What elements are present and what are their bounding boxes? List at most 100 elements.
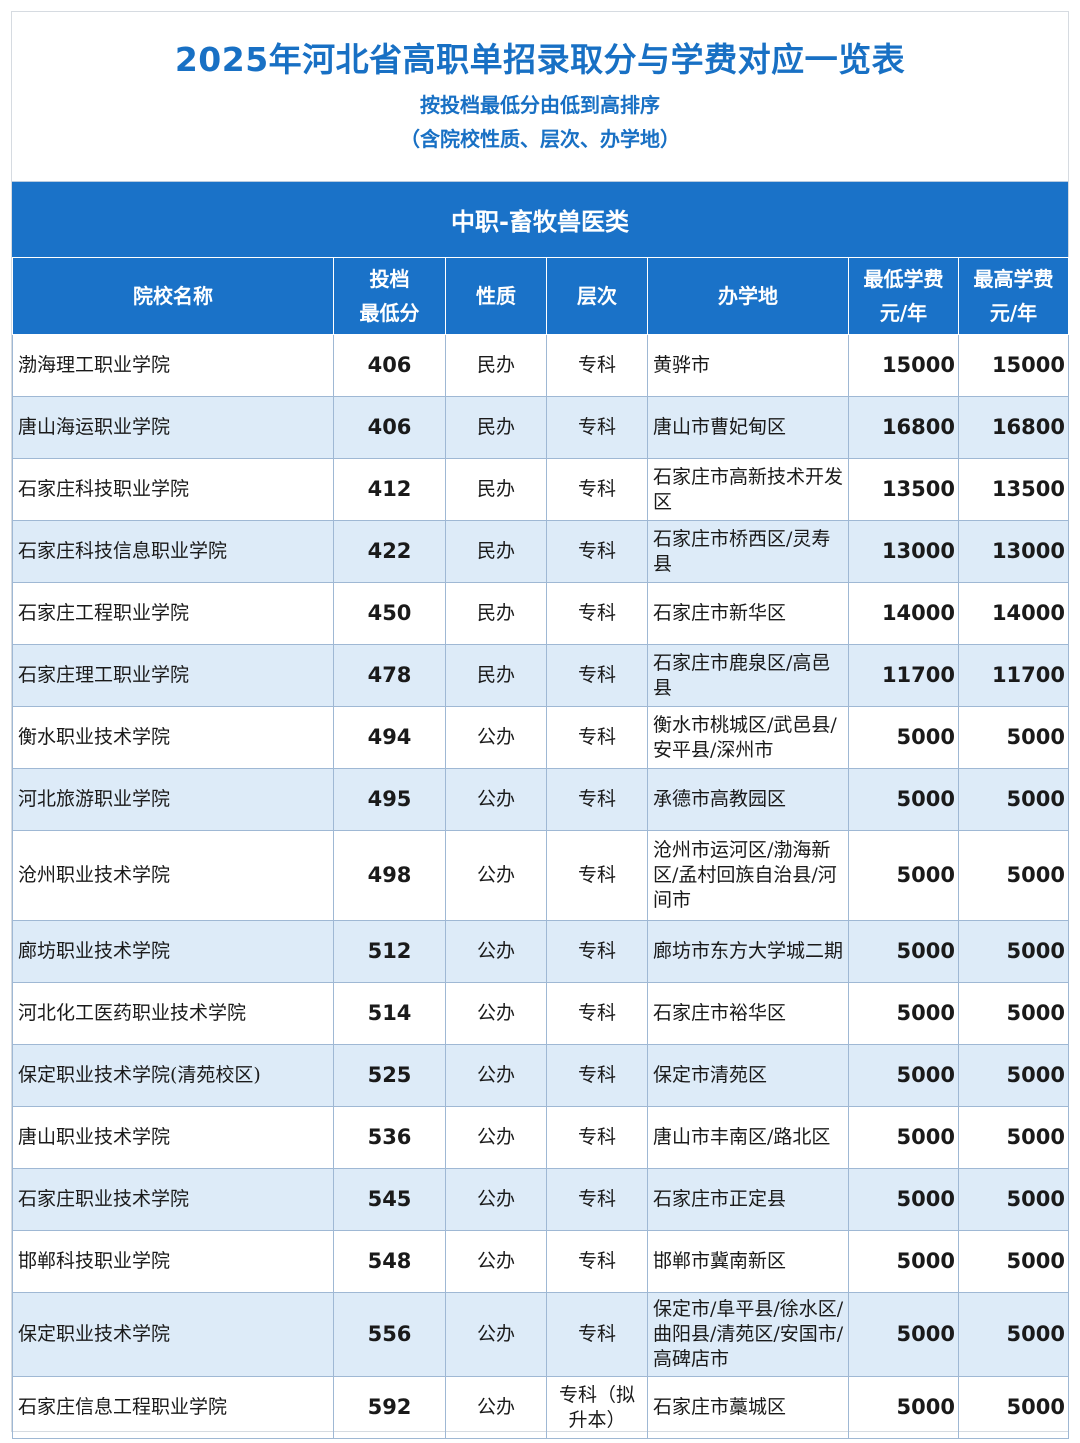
admission-table: 院校名称 投档 最低分 性质 层次 办学地 最低学费 元/年 最高学费 元/年 … — [12, 257, 1069, 1439]
cell-level: 专科 — [546, 644, 648, 707]
cell-nature: 民办 — [445, 334, 547, 397]
cell-level: 专科（拟升本） — [546, 1376, 648, 1439]
col-header-max-fee-line2: 元/年 — [989, 301, 1038, 325]
cell-location: 保定市清苑区 — [647, 1044, 849, 1107]
cell-min-fee: 15000 — [848, 334, 959, 397]
cell-min-fee: 5000 — [848, 768, 959, 831]
table-row: 石家庄职业技术学院 545 公办 专科 石家庄市正定县 5000 5000 — [12, 1168, 1069, 1231]
cell-school-name: 石家庄职业技术学院 — [12, 1168, 334, 1231]
cell-level: 专科 — [546, 1044, 648, 1107]
cell-min-fee: 5000 — [848, 1168, 959, 1231]
cell-nature: 公办 — [445, 768, 547, 831]
cell-max-fee: 5000 — [958, 1376, 1069, 1439]
cell-nature: 民办 — [445, 582, 547, 645]
admission-sheet: 2025年河北省高职单招录取分与学费对应一览表 按投档最低分由低到高排序 （含院… — [11, 11, 1069, 1439]
cell-min-score: 548 — [333, 1230, 446, 1293]
col-header-min-fee-line1: 最低学费 — [863, 267, 944, 291]
cell-min-score: 495 — [333, 768, 446, 831]
col-header-min-fee: 最低学费 元/年 — [848, 257, 959, 335]
cell-location: 衡水市桃城区/武邑县/安平县/深州市 — [647, 706, 849, 769]
cell-max-fee: 5000 — [958, 982, 1069, 1045]
table-row: 保定职业技术学院(清苑校区) 525 公办 专科 保定市清苑区 5000 5000 — [12, 1044, 1069, 1107]
cell-school-name: 保定职业技术学院 — [12, 1292, 334, 1377]
col-header-score-line2: 最低分 — [359, 301, 420, 325]
table-row: 河北化工医药职业技术学院 514 公办 专科 石家庄市裕华区 5000 5000 — [12, 982, 1069, 1045]
cell-min-fee: 5000 — [848, 706, 959, 769]
cell-school-name: 廊坊职业技术学院 — [12, 920, 334, 983]
cell-school-name: 石家庄科技职业学院 — [12, 458, 334, 521]
cell-school-name: 沧州职业技术学院 — [12, 830, 334, 921]
cell-level: 专科 — [546, 582, 648, 645]
cell-min-score: 512 — [333, 920, 446, 983]
table-row: 邯郸科技职业学院 548 公办 专科 邯郸市冀南新区 5000 5000 — [12, 1230, 1069, 1293]
cell-min-score: 412 — [333, 458, 446, 521]
cell-school-name: 唐山海运职业学院 — [12, 396, 334, 459]
cell-location: 石家庄市高新技术开发区 — [647, 458, 849, 521]
table-row: 廊坊职业技术学院 512 公办 专科 廊坊市东方大学城二期 5000 5000 — [12, 920, 1069, 983]
cell-school-name: 渤海理工职业学院 — [12, 334, 334, 397]
cell-min-score: 592 — [333, 1376, 446, 1439]
cell-location: 石家庄市桥西区/灵寿县 — [647, 520, 849, 583]
cell-max-fee: 15000 — [958, 334, 1069, 397]
cell-nature: 公办 — [445, 982, 547, 1045]
cell-level: 专科 — [546, 458, 648, 521]
cell-school-name: 石家庄科技信息职业学院 — [12, 520, 334, 583]
cell-nature: 公办 — [445, 1292, 547, 1377]
cell-min-fee: 5000 — [848, 1376, 959, 1439]
cell-school-name: 保定职业技术学院(清苑校区) — [12, 1044, 334, 1107]
cell-school-name: 河北化工医药职业技术学院 — [12, 982, 334, 1045]
cell-max-fee: 5000 — [958, 830, 1069, 921]
page-subtitle: 按投档最低分由低到高排序 — [420, 93, 660, 117]
cell-location: 石家庄市鹿泉区/高邑县 — [647, 644, 849, 707]
cell-nature: 公办 — [445, 920, 547, 983]
col-header-name: 院校名称 — [12, 257, 334, 335]
col-header-max-fee: 最高学费 元/年 — [958, 257, 1069, 335]
col-header-min-fee-line2: 元/年 — [879, 301, 928, 325]
cell-location: 保定市/阜平县/徐水区/曲阳县/清苑区/安国市/高碑店市 — [647, 1292, 849, 1377]
cell-nature: 公办 — [445, 1168, 547, 1231]
page-title: 2025年河北省高职单招录取分与学费对应一览表 — [174, 40, 906, 79]
cell-max-fee: 13500 — [958, 458, 1069, 521]
table-row: 唐山职业技术学院 536 公办 专科 唐山市丰南区/路北区 5000 5000 — [12, 1106, 1069, 1169]
cell-nature: 公办 — [445, 830, 547, 921]
cell-location: 石家庄市新华区 — [647, 582, 849, 645]
table-row: 石家庄信息工程职业学院 592 公办 专科（拟升本） 石家庄市藁城区 5000 5000 — [12, 1376, 1069, 1439]
cell-min-score: 525 — [333, 1044, 446, 1107]
cell-min-score: 556 — [333, 1292, 446, 1377]
cell-min-score: 406 — [333, 396, 446, 459]
cell-location: 邯郸市冀南新区 — [647, 1230, 849, 1293]
cell-nature: 公办 — [445, 1230, 547, 1293]
col-header-score-line1: 投档 — [369, 267, 410, 291]
cell-max-fee: 14000 — [958, 582, 1069, 645]
cell-location: 沧州市运河区/渤海新区/孟村回族自治县/河间市 — [647, 830, 849, 921]
col-header-score: 投档 最低分 — [333, 257, 446, 335]
cell-level: 专科 — [546, 982, 648, 1045]
table-row: 河北旅游职业学院 495 公办 专科 承德市高教园区 5000 5000 — [12, 768, 1069, 831]
cell-level: 专科 — [546, 520, 648, 583]
table-row: 保定职业技术学院 556 公办 专科 保定市/阜平县/徐水区/曲阳县/清苑区/安国市/高… — [12, 1292, 1069, 1377]
page-note: （含院校性质、层次、办学地） — [400, 127, 680, 151]
cell-location: 石家庄市藁城区 — [647, 1376, 849, 1439]
cell-min-score: 545 — [333, 1168, 446, 1231]
cell-nature: 公办 — [445, 1376, 547, 1439]
cell-nature: 民办 — [445, 644, 547, 707]
cell-min-fee: 5000 — [848, 1044, 959, 1107]
cell-nature: 公办 — [445, 706, 547, 769]
cell-max-fee: 16800 — [958, 396, 1069, 459]
cell-max-fee: 5000 — [958, 1230, 1069, 1293]
cell-max-fee: 5000 — [958, 1292, 1069, 1377]
cell-min-fee: 5000 — [848, 1106, 959, 1169]
cell-level: 专科 — [546, 334, 648, 397]
cell-min-score: 478 — [333, 644, 446, 707]
cell-max-fee: 5000 — [958, 768, 1069, 831]
cell-min-score: 450 — [333, 582, 446, 645]
cell-level: 专科 — [546, 768, 648, 831]
cell-min-fee: 14000 — [848, 582, 959, 645]
cell-level: 专科 — [546, 830, 648, 921]
cell-max-fee: 5000 — [958, 920, 1069, 983]
cell-level: 专科 — [546, 920, 648, 983]
cell-school-name: 衡水职业技术学院 — [12, 706, 334, 769]
cell-level: 专科 — [546, 1230, 648, 1293]
cell-min-fee: 5000 — [848, 830, 959, 921]
cell-max-fee: 5000 — [958, 1106, 1069, 1169]
